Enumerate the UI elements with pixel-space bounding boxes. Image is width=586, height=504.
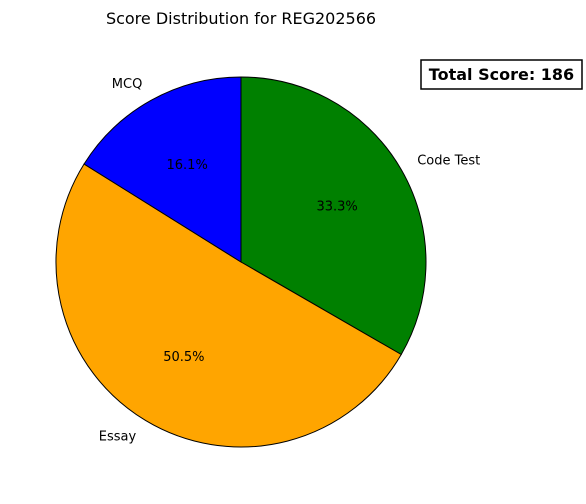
slice-percent-label: 50.5% <box>163 350 204 365</box>
pie-slices <box>55 76 427 448</box>
pie-slice-mcq <box>83 76 242 263</box>
total-score-frame <box>420 59 583 90</box>
total-score-label: Total Score: 186 <box>429 65 574 84</box>
slice-percent-label: 33.3% <box>316 200 357 215</box>
slice-label: Essay <box>99 429 137 444</box>
total-score-box: Total Score: 186 <box>420 59 583 90</box>
pie-slice-code-test <box>240 76 427 356</box>
slice-percent-label: 16.1% <box>167 158 208 173</box>
pie-labels: Code Test 33.3% Essay 50.5% MCQ 16.1% <box>99 77 480 444</box>
slice-label: MCQ <box>112 77 143 92</box>
chart-title: Score Distribution for REG202566 <box>106 9 376 28</box>
slice-label: Code Test <box>417 153 480 168</box>
pie-slice-essay <box>55 163 402 448</box>
